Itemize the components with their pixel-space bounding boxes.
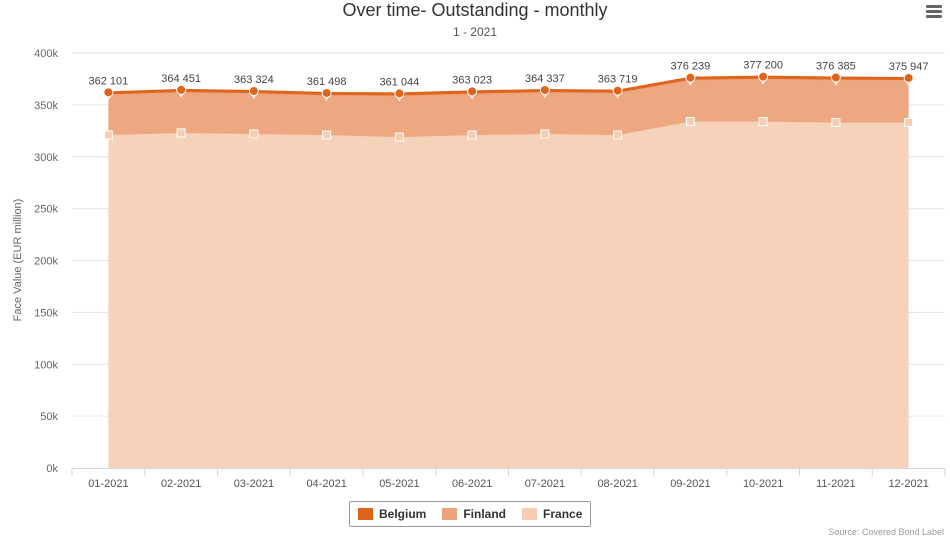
area-chart: 0k 50k 100k 150k 200k 250k 300k 350k 400k 01-2021… — [12, 48, 946, 490]
data-label: 377 200 — [743, 60, 783, 72]
marker-belgium — [467, 86, 478, 97]
series-markers — [103, 71, 914, 142]
line-finland — [108, 77, 909, 97]
x-tick-label: 09-2021 — [670, 478, 710, 490]
data-label: 376 385 — [816, 61, 856, 73]
marker-belgium — [685, 72, 696, 83]
marker-france — [758, 116, 768, 126]
marker-france — [394, 132, 404, 142]
marker-france — [685, 116, 695, 126]
legend-swatch-finland — [442, 508, 458, 520]
area-finland — [108, 78, 909, 138]
marker-belgium — [830, 72, 841, 83]
data-label: 375 947 — [889, 61, 929, 73]
marker-france — [322, 130, 332, 140]
legend: Belgium Finland France — [349, 501, 592, 527]
x-tick-label: 01-2021 — [88, 478, 128, 490]
marker-belgium — [612, 85, 623, 96]
data-label: 363 324 — [234, 74, 274, 86]
data-label: 363 023 — [452, 74, 492, 86]
data-label: 364 337 — [525, 73, 565, 85]
y-tick-label: 150k — [34, 307, 58, 319]
marker-france — [467, 130, 477, 140]
y-axis-title: Face Value (EUR million) — [12, 199, 24, 322]
legend-label-france: France — [543, 507, 583, 521]
y-tick-label: 0k — [46, 463, 58, 475]
x-tick-label: 05-2021 — [379, 478, 419, 490]
marker-france — [613, 130, 623, 140]
marker-belgium — [903, 72, 914, 83]
y-tick-label: 200k — [34, 256, 58, 268]
marker-france — [540, 129, 550, 139]
data-labels: 362 101 364 451 363 324 361 498 361 044 363 0… — [88, 60, 928, 89]
legend-item-finland[interactable]: Finland — [442, 507, 506, 521]
marker-belgium — [394, 88, 405, 99]
marker-belgium — [539, 85, 550, 96]
y-tick-label: 350k — [34, 100, 58, 112]
marker-belgium — [248, 86, 259, 97]
y-tick-label: 400k — [34, 48, 58, 60]
marker-belgium — [758, 71, 769, 82]
x-tick-label: 10-2021 — [743, 478, 783, 490]
legend-label-belgium: Belgium — [379, 507, 427, 521]
marker-france — [249, 129, 259, 139]
marker-france — [831, 118, 841, 128]
x-tick-label: 02-2021 — [161, 478, 201, 490]
legend-item-france[interactable]: France — [522, 507, 582, 521]
x-tick-label: 07-2021 — [525, 478, 565, 490]
x-tick-label: 06-2021 — [452, 478, 492, 490]
data-label: 364 451 — [161, 73, 201, 85]
y-tick-label: 50k — [40, 411, 58, 423]
area-belgium — [108, 76, 909, 96]
marker-belgium — [321, 87, 332, 98]
x-tick-label: 04-2021 — [306, 478, 346, 490]
data-label: 361 498 — [307, 76, 347, 88]
y-tick-label: 300k — [34, 152, 58, 164]
area-france — [108, 121, 909, 468]
x-tick-label: 08-2021 — [597, 478, 637, 490]
legend-swatch-belgium — [358, 508, 373, 520]
legend-label-finland: Finland — [463, 507, 507, 521]
data-label: 376 239 — [670, 61, 710, 73]
marker-france — [176, 128, 186, 138]
marker-france — [103, 130, 113, 140]
axes: 0k 50k 100k 150k 200k 250k 300k 350k 400k 01-2021… — [34, 48, 946, 490]
legend-item-belgium[interactable]: Belgium — [358, 507, 426, 521]
series-areas — [108, 75, 909, 468]
data-label: 363 719 — [598, 74, 638, 86]
x-tick-label: 03-2021 — [234, 478, 274, 490]
data-label: 361 044 — [379, 76, 419, 88]
chart-subtitle: 1 - 2021 — [452, 25, 498, 39]
hamburger-menu-icon[interactable] — [926, 5, 942, 19]
line-belgium — [108, 75, 909, 95]
y-tick-label: 250k — [34, 204, 58, 216]
y-tick-label: 100k — [34, 359, 58, 371]
marker-belgium — [176, 84, 187, 95]
marker-belgium — [103, 87, 114, 98]
x-tick-label: 12-2021 — [888, 478, 928, 490]
source-credit: Source: Covered Bond Label — [828, 527, 944, 537]
legend-swatch-france — [522, 508, 538, 520]
marker-france — [904, 118, 914, 128]
data-label: 362 101 — [88, 75, 128, 87]
x-tick-label: 11-2021 — [816, 478, 856, 490]
chart-title: Over time- Outstanding - monthly — [342, 0, 608, 20]
